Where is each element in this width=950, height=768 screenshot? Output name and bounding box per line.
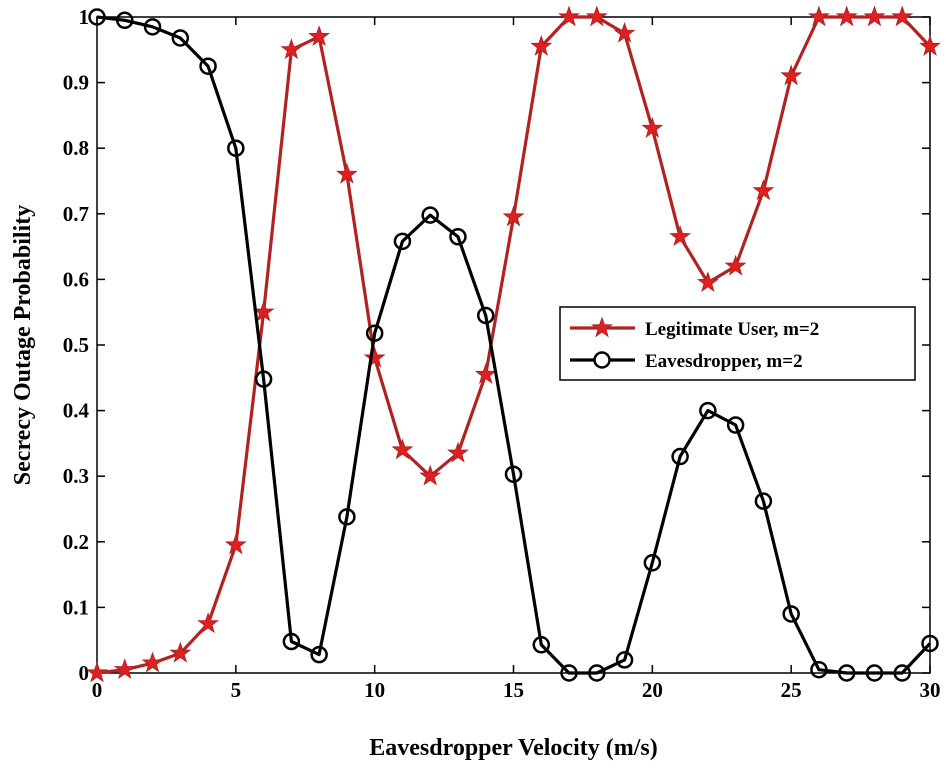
data-point-eavesdropper [365,324,384,342]
x-tick-label: 10 [364,678,385,702]
data-point-legitimate-user [335,162,358,184]
data-point-legitimate-user [447,441,469,463]
data-point-eavesdropper [227,139,245,157]
y-tick-label: 0.9 [63,71,89,95]
data-point-eavesdropper [310,645,328,664]
data-point-legitimate-user [807,5,830,27]
data-point-eavesdropper [171,29,190,47]
data-point-eavesdropper [699,401,717,420]
data-point-eavesdropper [449,228,467,246]
legend-box [559,306,916,381]
data-point-eavesdropper [893,664,911,682]
data-point-legitimate-user [613,21,636,43]
data-point-eavesdropper [143,18,162,36]
series-line-eavesdropper [96,15,932,675]
data-point-legitimate-user [669,225,692,247]
data-point-legitimate-user [197,612,220,634]
data-point-eavesdropper [393,232,412,251]
data-point-eavesdropper [671,447,689,466]
x-tick-label: 30 [920,678,941,702]
data-point-legitimate-user [919,34,941,56]
data-point-eavesdropper [865,664,884,682]
data-point-legitimate-user [363,346,386,368]
data-point-legitimate-user [308,25,331,47]
data-point-legitimate-user [558,5,580,27]
y-tick-label: 0.1 [63,595,89,619]
y-tick-label: 1 [79,5,90,29]
data-point-legitimate-user [585,5,608,27]
x-tick-label: 0 [92,678,103,702]
x-axis-title: Eavesdropper Velocity (m/s) [369,735,657,761]
data-point-eavesdropper [726,416,745,434]
data-point-legitimate-user [391,438,414,460]
data-point-legitimate-user [474,362,497,384]
data-point-legitimate-user [141,651,164,673]
data-point-legitimate-user [113,658,136,680]
data-point-legitimate-user [696,271,719,293]
data-point-legitimate-user [169,641,192,663]
data-point-eavesdropper [504,465,523,483]
x-tick-label: 5 [231,678,242,702]
data-point-legitimate-user [863,5,886,27]
data-point-eavesdropper [532,636,551,654]
legend-label: Eavesdropper, m=2 [645,351,803,372]
data-point-legitimate-user [752,179,775,201]
data-point-legitimate-user [224,533,247,555]
data-point-eavesdropper [199,57,217,75]
data-point-eavesdropper [88,8,106,26]
data-point-legitimate-user [724,254,747,276]
data-point-eavesdropper [476,306,495,325]
data-point-legitimate-user [780,64,803,86]
legend-star-marker [591,316,613,338]
data-point-legitimate-user [835,5,858,27]
data-point-eavesdropper [588,664,606,682]
data-point-eavesdropper [421,206,439,224]
y-tick-label: 0.2 [63,530,89,554]
y-axis-title: Secrecy Outage Probability [10,205,36,485]
data-point-legitimate-user [502,205,525,227]
x-tick-label: 15 [503,678,524,702]
data-point-legitimate-user [641,116,664,138]
data-point-eavesdropper [254,370,273,388]
legend-circle-marker [593,351,611,369]
data-point-eavesdropper [921,634,939,653]
data-point-eavesdropper [615,651,634,669]
y-tick-label: 0.4 [63,399,90,423]
y-tick-label: 0.3 [63,464,89,488]
data-point-legitimate-user [86,661,108,683]
data-point-legitimate-user [530,34,553,56]
data-point-eavesdropper [282,632,301,651]
y-tick-label: 0 [79,661,90,685]
x-tick-label: 20 [642,678,663,702]
y-tick-label: 0.6 [63,267,89,291]
x-tick-label: 25 [781,678,802,702]
data-point-eavesdropper [560,664,578,682]
y-tick-label: 0.7 [63,202,89,226]
data-point-eavesdropper [116,11,134,30]
data-point-eavesdropper [782,605,800,623]
data-point-eavesdropper [837,664,856,682]
data-point-legitimate-user [280,38,303,60]
legend-label: Legitimate User, m=2 [645,319,819,340]
y-tick-label: 0.8 [63,136,89,160]
data-point-legitimate-user [891,5,914,27]
data-point-eavesdropper [643,554,662,572]
y-tick-label: 0.5 [63,333,89,357]
data-point-eavesdropper [338,508,356,526]
data-point-eavesdropper [810,660,828,679]
data-point-eavesdropper [754,492,773,510]
data-point-legitimate-user [419,464,442,486]
